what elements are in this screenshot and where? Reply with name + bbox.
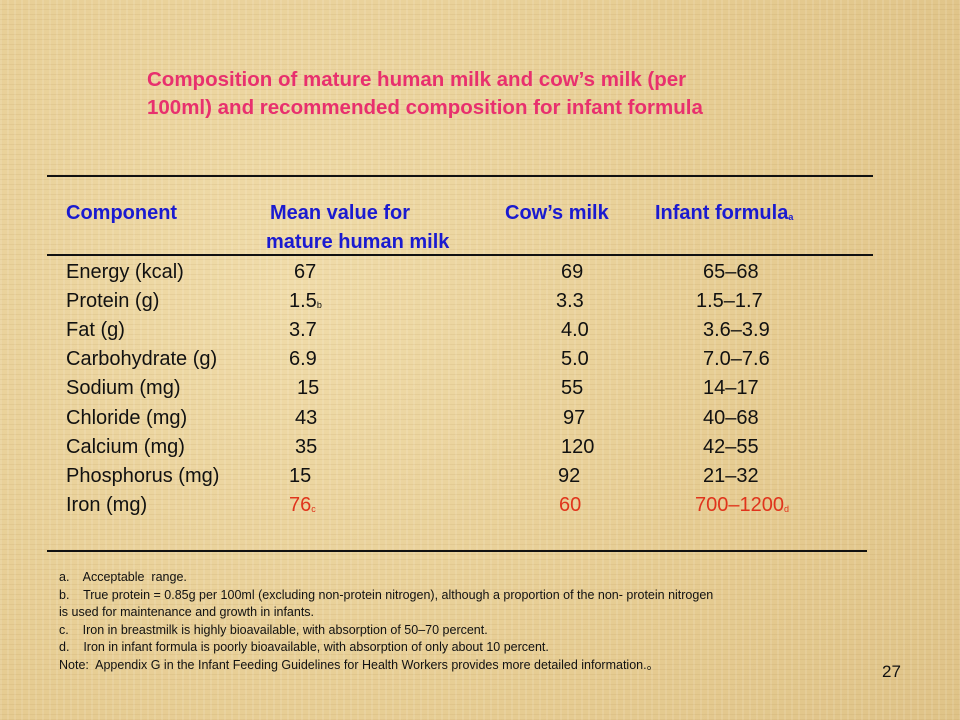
row-human-milk: 76c — [289, 492, 316, 518]
row-human-milk-value: 6.9 — [289, 348, 317, 371]
table-bottom-rule — [47, 550, 867, 552]
row-cow-milk-value: 92 — [558, 464, 581, 487]
row-component-value: Chloride (mg) — [66, 406, 188, 429]
row-human-milk: 67 — [294, 259, 316, 285]
row-infant-formula-value: 21–32 — [703, 464, 759, 487]
row-cow-milk-value: 4.0 — [561, 319, 589, 342]
row-infant-formula: 40–68 — [703, 405, 759, 431]
row-infant-formula: 700–1200d — [695, 492, 789, 518]
footnote-a: a. Acceptable range. — [59, 570, 187, 584]
row-component-value: Carbohydrate (g) — [66, 348, 218, 371]
row-component-value: Calcium (mg) — [66, 435, 185, 458]
row-human-milk-value: 1.5 — [289, 290, 317, 313]
row-cow-milk: 92 — [558, 463, 580, 489]
row-human-milk: 43 — [295, 405, 317, 431]
row-human-milk-value: 76 — [289, 493, 312, 516]
row-human-milk-footnote-mark: c — [311, 503, 316, 514]
row-cow-milk-value: 60 — [559, 493, 582, 516]
header-cow-milk: Cow’s milk — [505, 202, 609, 224]
row-cow-milk-value: 97 — [563, 406, 586, 429]
footnote-b: b. True protein = 0.85g per 100ml (exclu… — [59, 587, 714, 602]
row-human-milk: 6.9 — [289, 346, 317, 372]
header-infant-formula-footnote: a — [788, 212, 794, 222]
row-cow-milk-value: 120 — [561, 435, 595, 458]
row-infant-formula: 1.5–1.7 — [696, 288, 763, 314]
row-component: Protein (g) — [66, 288, 159, 314]
slide-title: Composition of mature human milk and cow… — [147, 66, 847, 122]
row-infant-formula: 65–68 — [703, 259, 759, 285]
table-top-rule — [47, 175, 873, 177]
row-infant-formula: 7.0–7.6 — [703, 346, 770, 372]
row-human-milk-value: 3.7 — [289, 319, 317, 342]
row-cow-milk-value: 5.0 — [561, 348, 589, 371]
row-cow-milk-value: 69 — [561, 261, 584, 283]
footnote-d: d. Iron in infant formula is poorly bioa… — [59, 640, 549, 655]
row-human-milk: 15 — [289, 463, 311, 489]
row-component-value: Phosphorus (mg) — [66, 464, 220, 487]
row-component: Energy (kcal) — [66, 259, 184, 285]
row-infant-formula-value: 65–68 — [703, 261, 759, 283]
page-number: 27 — [882, 662, 901, 681]
row-cow-milk: 5.0 — [561, 346, 589, 372]
row-infant-formula-value: 700–1200 — [695, 493, 784, 516]
row-component: Iron (mg) — [66, 492, 147, 518]
row-cow-milk-value: 3.3 — [556, 290, 584, 313]
footnote-c: c. Iron in breastmilk is highly bioavail… — [59, 622, 488, 637]
row-human-milk-value: 15 — [297, 377, 320, 400]
row-infant-formula-value: 42–55 — [703, 435, 759, 458]
row-infant-formula: 14–17 — [703, 375, 759, 401]
header-component: Component — [66, 202, 178, 224]
row-human-milk: 3.7 — [289, 317, 317, 343]
row-infant-formula-value: 40–68 — [703, 406, 759, 429]
row-cow-milk: 60 — [559, 492, 581, 518]
footnote-b-continued: is used for maintenance and growth in in… — [59, 605, 315, 620]
row-cow-milk: 69 — [561, 259, 583, 285]
header-mean-line-1: Mean value for — [270, 202, 411, 224]
row-component-value: Protein (g) — [66, 290, 160, 313]
row-human-milk-value: 43 — [295, 406, 318, 429]
row-human-milk: 35 — [295, 434, 317, 460]
row-infant-formula: 21–32 — [703, 463, 759, 489]
row-component: Fat (g) — [66, 317, 125, 343]
row-cow-milk: 3.3 — [556, 288, 584, 314]
footnotes: a. Acceptable range. b. True protein = 0… — [59, 569, 909, 675]
row-component-value: Fat (g) — [66, 319, 125, 342]
row-component: Chloride (mg) — [66, 405, 187, 431]
title-line-2: 100ml) and recommended composition for i… — [147, 96, 703, 119]
row-cow-milk: 120 — [561, 434, 594, 460]
header-mean-line-2: mature human milk — [266, 231, 450, 253]
row-component: Sodium (mg) — [66, 375, 180, 401]
row-infant-formula-value: 1.5–1.7 — [696, 290, 763, 313]
row-infant-formula-value: 7.0–7.6 — [703, 348, 770, 371]
footnote-note: Note: Appendix G in the Infant Feeding G… — [59, 657, 660, 672]
header-infant-formula: Infant formulaa — [655, 200, 793, 226]
row-infant-formula-value: 3.6–3.9 — [703, 319, 770, 342]
row-human-milk-footnote-mark: b — [316, 300, 322, 311]
row-cow-milk: 97 — [563, 405, 585, 431]
row-human-milk-value: 67 — [294, 261, 317, 283]
row-human-milk: 1.5b — [289, 288, 322, 314]
row-component: Phosphorus (mg) — [66, 463, 219, 489]
row-component-value: Sodium (mg) — [66, 377, 181, 400]
title-line-1: Composition of mature human milk and cow… — [147, 68, 687, 91]
row-infant-formula: 42–55 — [703, 434, 759, 460]
header-infant-formula-label: Infant formula — [655, 202, 789, 224]
row-component-value: Energy (kcal) — [66, 261, 184, 283]
row-component: Calcium (mg) — [66, 434, 185, 460]
row-human-milk-value: 35 — [295, 435, 318, 458]
header-bottom-rule — [47, 254, 873, 256]
row-component-value: Iron (mg) — [66, 493, 148, 516]
row-human-milk: 15 — [297, 375, 319, 401]
row-component: Carbohydrate (g) — [66, 346, 217, 372]
row-cow-milk: 4.0 — [561, 317, 589, 343]
row-infant-formula: 3.6–3.9 — [703, 317, 770, 343]
row-infant-formula-footnote-mark: d — [783, 503, 789, 514]
row-cow-milk-value: 55 — [561, 377, 584, 400]
row-human-milk-value: 15 — [289, 464, 312, 487]
row-infant-formula-value: 14–17 — [703, 377, 759, 400]
row-cow-milk: 55 — [561, 375, 583, 401]
